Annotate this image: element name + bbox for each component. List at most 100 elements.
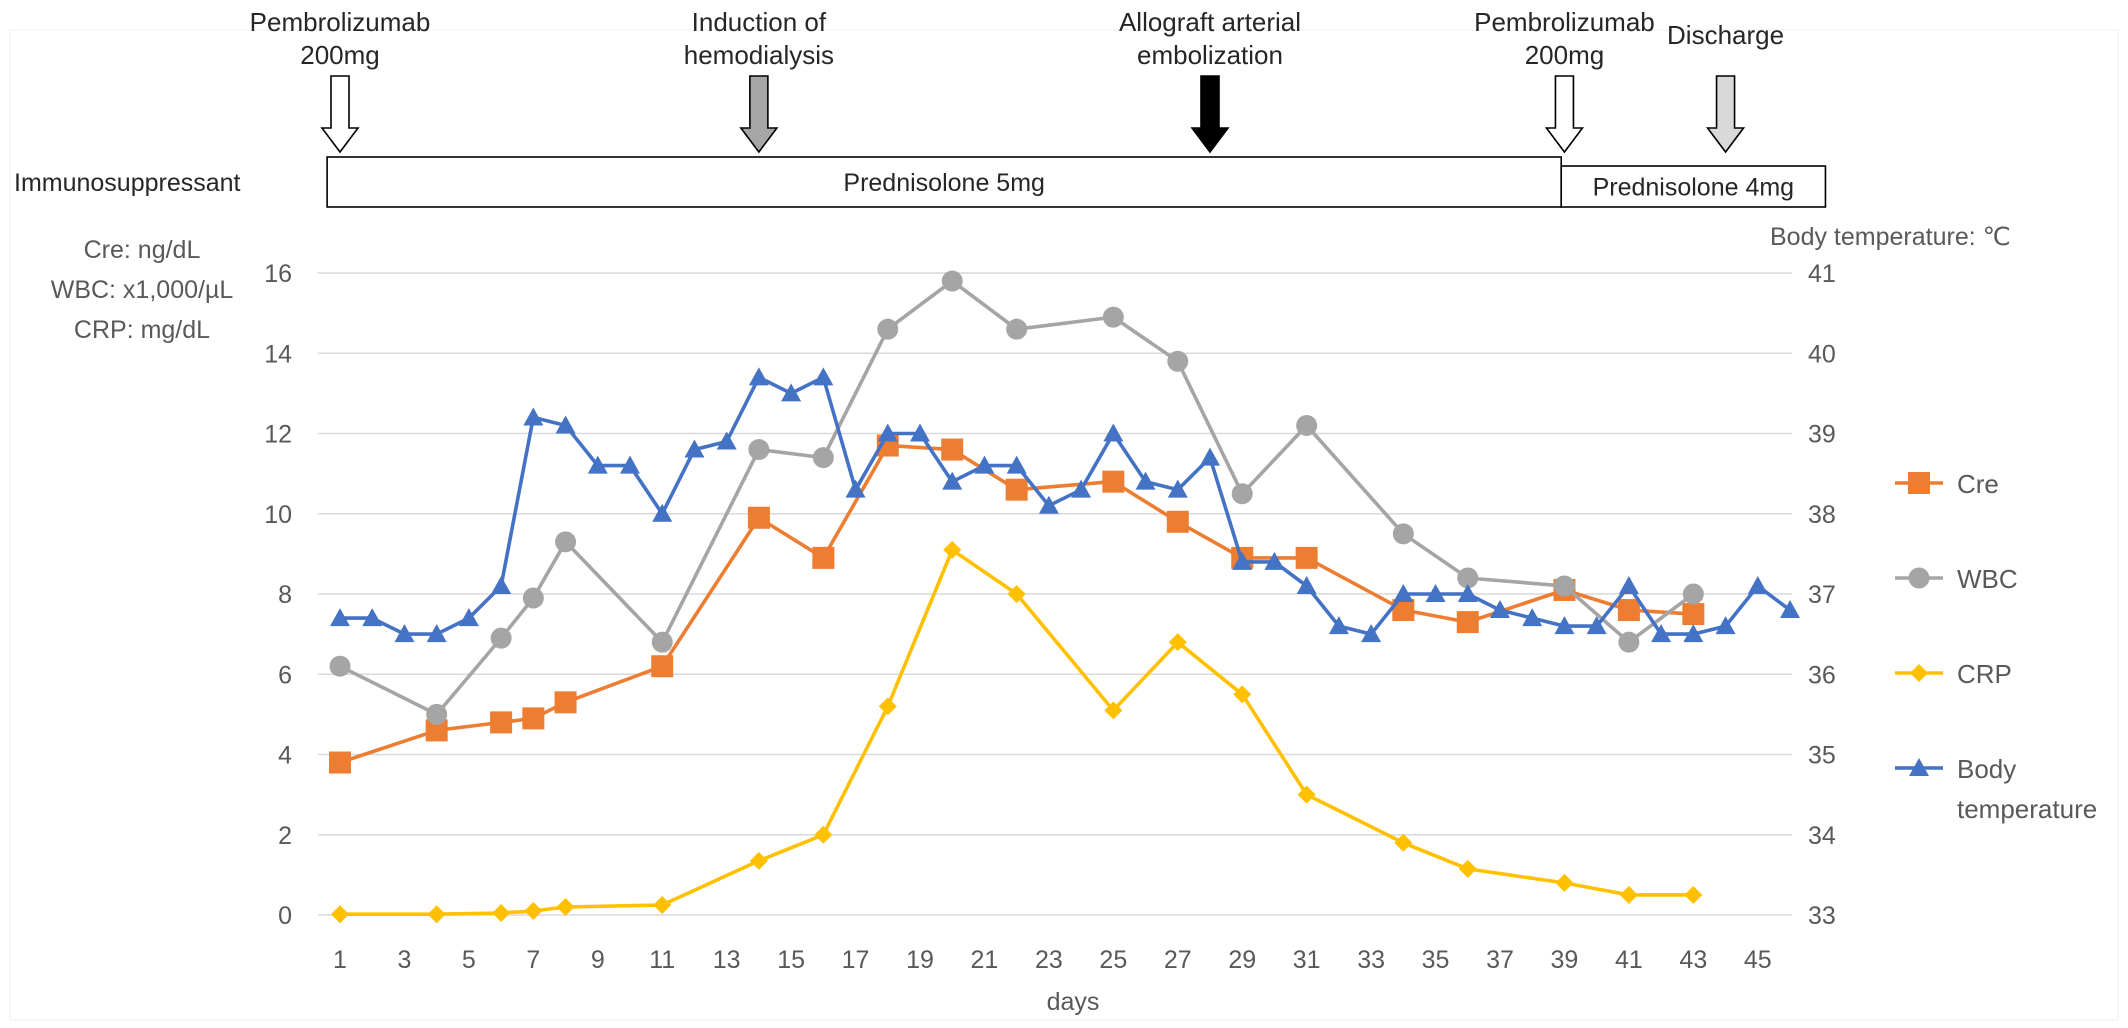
series-wbc <box>329 270 1704 725</box>
x-tick-label: 21 <box>971 946 999 974</box>
data-point <box>877 318 899 340</box>
data-point <box>942 471 963 490</box>
data-point <box>747 506 770 529</box>
data-point <box>1780 600 1800 619</box>
y-right-tick-label: 38 <box>1808 501 1836 529</box>
data-point <box>749 851 768 870</box>
data-point <box>331 905 349 924</box>
legend-entry: CRP <box>1895 659 2012 689</box>
data-point <box>813 367 834 386</box>
x-tick-label: 33 <box>1357 946 1385 974</box>
y-right-tick-label: 33 <box>1808 902 1836 930</box>
data-point <box>1296 414 1318 436</box>
data-point <box>814 825 833 844</box>
x-tick-label: 27 <box>1164 946 1192 974</box>
legend-entry: WBC <box>1895 564 2018 594</box>
data-point <box>1361 624 1382 643</box>
data-point <box>1232 551 1253 570</box>
data-point <box>1005 478 1028 501</box>
data-point <box>1166 510 1189 533</box>
y-right-tick-label: 34 <box>1808 822 1836 850</box>
data-point <box>1006 455 1027 474</box>
x-tick-label: 41 <box>1615 946 1643 974</box>
data-point <box>1071 479 1092 498</box>
legend-label: WBC <box>1957 564 2018 594</box>
data-point <box>684 439 705 458</box>
legend-label: Cre <box>1957 469 1999 499</box>
event-label: Induction of <box>692 7 827 37</box>
legend-label: CRP <box>1957 659 2012 689</box>
data-point <box>555 415 576 434</box>
data-point <box>330 608 350 627</box>
data-point <box>1618 575 1639 594</box>
x-tick-label: 13 <box>713 946 741 974</box>
legend-entry: Cre <box>1895 469 1999 499</box>
data-point <box>748 439 770 461</box>
event-label: embolization <box>1137 40 1283 70</box>
x-tick-label: 29 <box>1228 946 1256 974</box>
data-point <box>1167 350 1189 372</box>
data-point <box>620 455 640 474</box>
y-left-tick-label: 8 <box>278 581 292 609</box>
legend-marker <box>1908 567 1930 589</box>
legend-marker <box>1908 472 1930 494</box>
data-point <box>941 270 963 292</box>
data-point <box>812 447 834 469</box>
data-point <box>941 438 964 461</box>
x-axis-title: days <box>1047 988 1100 1016</box>
series-crp <box>331 540 1703 924</box>
data-point <box>491 575 512 594</box>
gridlines <box>9 29 2119 1021</box>
data-point <box>651 631 673 653</box>
data-point <box>1456 611 1479 634</box>
event-arrow <box>320 75 360 154</box>
y-left-axis-title: Cre: ng/dL <box>84 236 201 264</box>
data-point <box>1425 584 1446 602</box>
immunosuppressant-segment-label: Prednisolone 4mg <box>1593 174 1795 202</box>
data-point <box>974 455 995 474</box>
series-line <box>338 375 1792 636</box>
y-left-tick-label: 4 <box>278 742 292 770</box>
data-point <box>1651 624 1672 643</box>
data-point <box>1619 885 1638 904</box>
data-point <box>458 608 479 627</box>
data-point <box>554 691 577 714</box>
x-tick-label: 23 <box>1035 946 1063 974</box>
y-left-tick-label: 6 <box>278 661 292 689</box>
data-point <box>1555 873 1574 892</box>
data-point <box>426 703 448 725</box>
event-arrow <box>1705 75 1746 154</box>
figure-border <box>9 29 2119 1021</box>
immunosuppressant-segment-label: Prednisolone 5mg <box>843 169 1045 197</box>
data-point <box>1006 318 1028 340</box>
x-tick-label: 17 <box>842 946 870 974</box>
data-point <box>1684 885 1703 904</box>
data-point <box>1458 859 1477 878</box>
y-right-tick-label: 36 <box>1808 661 1836 689</box>
data-point <box>490 627 512 649</box>
data-point <box>1522 608 1543 627</box>
data-point <box>394 624 415 643</box>
y-left-tick-label: 2 <box>278 822 292 850</box>
data-point <box>1102 306 1124 328</box>
data-point <box>812 546 835 569</box>
data-point <box>1392 523 1414 545</box>
data-point <box>1554 616 1575 635</box>
series-line <box>338 279 1696 717</box>
data-point <box>1392 599 1415 622</box>
data-point <box>1264 551 1285 570</box>
event-label: Discharge <box>1667 20 1784 50</box>
y-right-axis-title: Body temperature: ℃ <box>1770 223 2011 251</box>
event-label: Allograft arterial <box>1119 7 1301 37</box>
data-point <box>1683 624 1704 643</box>
x-tick-label: 9 <box>591 946 605 974</box>
data-point <box>910 423 930 442</box>
legend: Cre WBC CRP Body temperature <box>1895 469 2097 824</box>
data-point <box>781 383 802 402</box>
data-point <box>1297 785 1316 804</box>
data-point <box>877 423 898 442</box>
data-point <box>651 655 674 678</box>
